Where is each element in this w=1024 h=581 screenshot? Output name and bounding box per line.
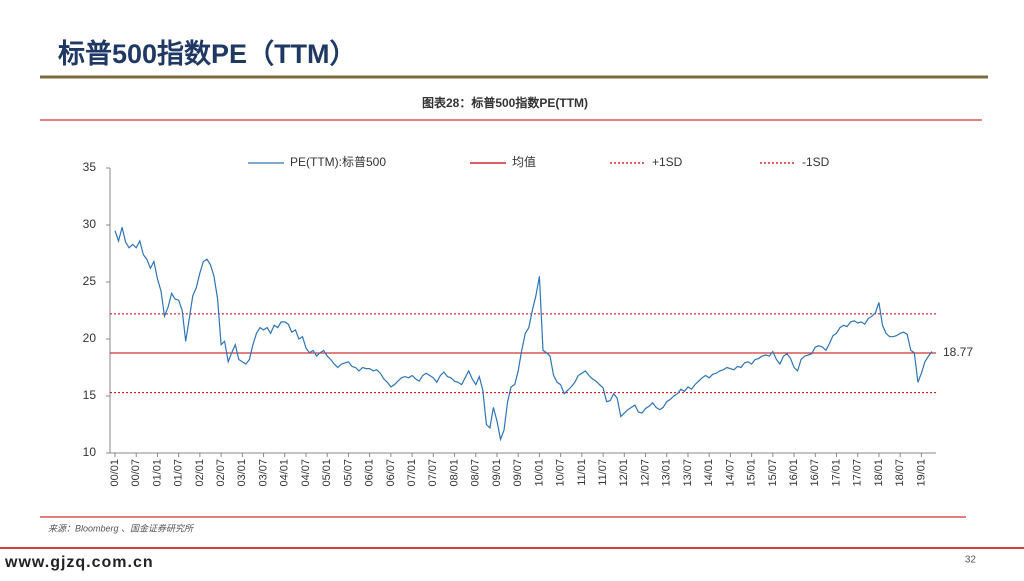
x-tick-label: 19/01 xyxy=(915,459,927,487)
x-tick-label: 10/07 xyxy=(555,459,567,487)
y-tick-label: 30 xyxy=(83,217,97,231)
x-tick-label: 00/07 xyxy=(130,459,142,487)
y-tick-label: 35 xyxy=(83,160,97,174)
x-tick-label: 02/07 xyxy=(215,459,227,487)
x-tick-label: 17/07 xyxy=(852,459,864,487)
x-tick-label: 08/07 xyxy=(470,459,482,487)
legend-label: 均值 xyxy=(512,154,536,169)
y-tick-label: 20 xyxy=(83,331,97,345)
x-tick-label: 08/01 xyxy=(448,459,460,487)
x-tick-label: 15/07 xyxy=(767,459,779,487)
x-tick-label: 04/07 xyxy=(300,459,312,487)
x-tick-label: 10/01 xyxy=(533,459,545,487)
x-tick-label: 12/01 xyxy=(618,459,630,487)
x-tick-label: 13/07 xyxy=(682,459,694,487)
x-tick-label: 18/07 xyxy=(894,459,906,487)
y-tick-label: 10 xyxy=(83,445,97,459)
x-tick-label: 11/01 xyxy=(576,459,588,486)
x-tick-label: 07/01 xyxy=(406,459,418,487)
source: 来源：Bloomberg 、国金证券研究所 xyxy=(48,523,195,533)
chart: 10 15 20 25 30 35 00/01 00/07 01/01 01/07 02/01 02/… xyxy=(83,154,974,486)
x-tick-label: 14/01 xyxy=(703,459,715,487)
x-tick-label: 02/01 xyxy=(194,459,206,487)
website: www.gjzq.com.cn xyxy=(4,554,154,571)
data-line xyxy=(114,227,933,442)
x-tick-label: 03/07 xyxy=(257,459,269,487)
x-tick-label: 06/01 xyxy=(364,459,376,487)
chart-caption: 图表28：标普500指数PE(TTM) xyxy=(422,95,588,110)
x-tick-label: 01/01 xyxy=(151,459,163,487)
x-tick-label: 06/07 xyxy=(385,459,397,487)
x-tick-label: 01/07 xyxy=(173,459,185,487)
x-tick-label: 09/07 xyxy=(512,459,524,487)
x-tick-label: 16/07 xyxy=(809,459,821,487)
x-tick-label: 03/01 xyxy=(236,459,248,487)
page-number: 32 xyxy=(965,555,977,566)
x-tick-label: 13/01 xyxy=(661,459,673,487)
x-tick-label: 11/07 xyxy=(597,459,609,486)
x-tick-label: 12/07 xyxy=(639,459,651,487)
x-tick-label: 15/01 xyxy=(746,459,758,487)
legend-label: PE(TTM):标普500 xyxy=(290,155,386,169)
x-tick-label: 17/01 xyxy=(830,459,842,487)
legend-label: +1SD xyxy=(652,155,683,169)
x-tick-label: 04/01 xyxy=(279,459,291,487)
legend-label: -1SD xyxy=(802,155,830,169)
x-tick-label: 09/01 xyxy=(491,459,503,487)
x-tick-label: 07/07 xyxy=(427,459,439,487)
x-tick-label: 18/01 xyxy=(873,459,885,487)
x-tick-label: 05/01 xyxy=(321,459,333,487)
x-tick-label: 16/01 xyxy=(788,459,800,487)
mean-label: 18.77 xyxy=(943,345,973,359)
y-tick-label: 25 xyxy=(83,274,97,288)
slide-title: 标普500指数PE（TTM） xyxy=(58,38,357,69)
x-tick-label: 14/07 xyxy=(724,459,736,487)
x-tick-label: 00/01 xyxy=(109,459,121,487)
x-tick-label: 05/07 xyxy=(342,459,354,487)
y-tick-label: 15 xyxy=(83,388,97,402)
